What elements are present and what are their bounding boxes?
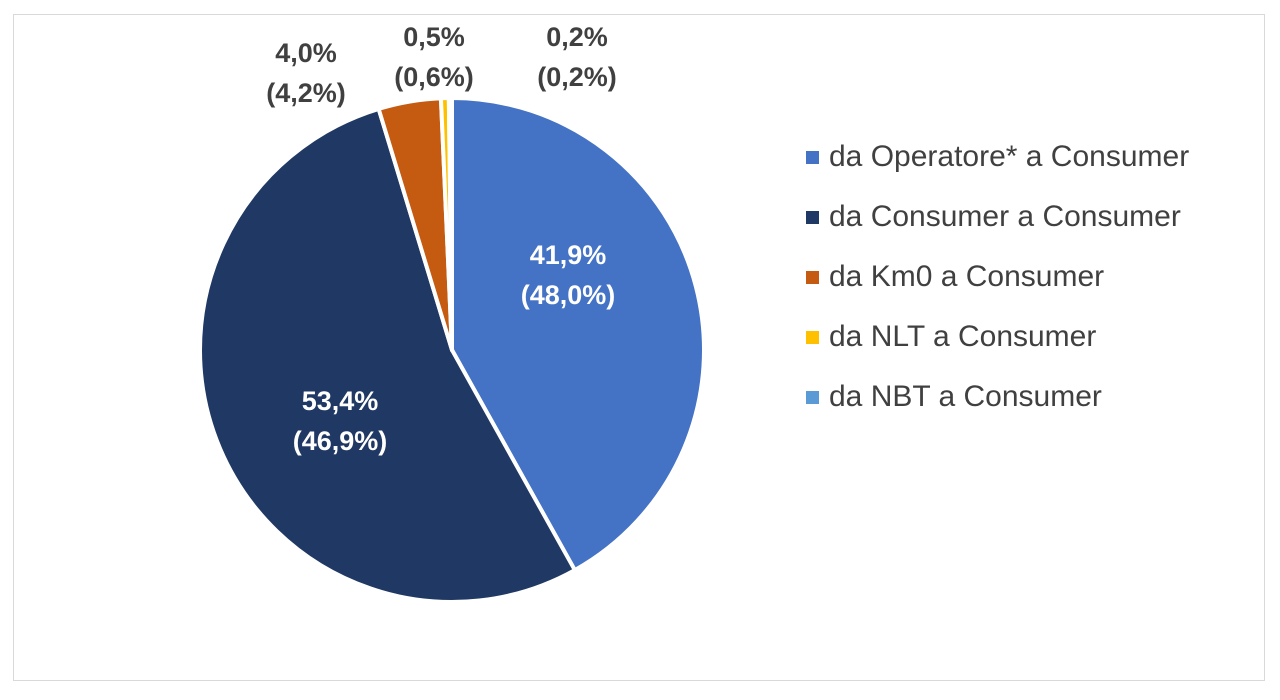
legend-swatch xyxy=(806,330,819,344)
legend-swatch xyxy=(806,270,819,284)
legend-swatch xyxy=(806,390,819,404)
legend-label: da Km0 a Consumer xyxy=(829,260,1105,293)
legend-swatch xyxy=(806,150,819,164)
slice-data-label: 53,4% (46,9%) xyxy=(293,386,388,456)
chart-legend: da Operatore* a Consumer da Consumer a C… xyxy=(806,127,1189,427)
legend-item: da Operatore* a Consumer xyxy=(806,127,1189,187)
pie-slices xyxy=(198,96,706,604)
slice-data-label: 0,2% (0,2%) xyxy=(537,22,617,92)
pie-data-labels: 41,9% (48,0%) 53,4% (46,9%) 4,0% (4,2%) 0,5% (0… xyxy=(266,22,617,456)
pie-slice xyxy=(198,106,577,604)
legend-label: da Consumer a Consumer xyxy=(829,200,1181,233)
slice-data-label: 41,9% (48,0%) xyxy=(521,240,616,310)
legend-swatch xyxy=(806,210,819,224)
legend-item: da NBT a Consumer xyxy=(806,367,1189,427)
slice-data-label: 4,0% (4,2%) xyxy=(266,38,346,108)
legend-item: da NLT a Consumer xyxy=(806,307,1189,367)
legend-label: da NLT a Consumer xyxy=(829,320,1097,353)
pie-slice xyxy=(446,96,454,352)
pie-slice xyxy=(450,96,706,573)
slice-data-label: 0,5% (0,6%) xyxy=(394,22,474,92)
legend-item: da Km0 a Consumer xyxy=(806,247,1189,307)
legend-label: da Operatore* a Consumer xyxy=(829,140,1190,173)
legend-item: da Consumer a Consumer xyxy=(806,187,1189,247)
legend-label: da NBT a Consumer xyxy=(829,380,1102,413)
